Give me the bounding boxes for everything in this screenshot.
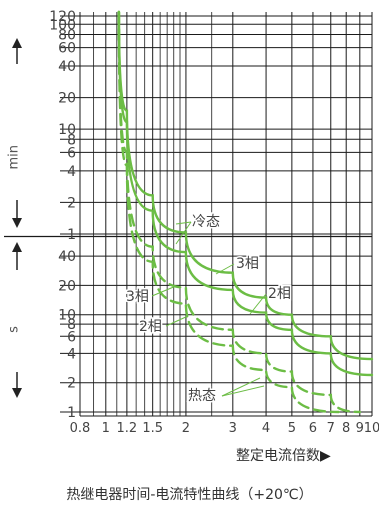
- upper-axis-unit-label: min: [6, 144, 22, 170]
- annotation-leader: [165, 315, 189, 327]
- upper-up-arrow-icon: [12, 38, 22, 48]
- x-tick-label: 1.5: [142, 421, 163, 436]
- annotation-label: 冷态: [192, 214, 220, 230]
- axis-labels: 0.8 1 1.2 1.5 2 3 4 5 6 7 8 9 1012468102040608010012…: [49, 9, 379, 436]
- annotation-label: 3相: [236, 256, 259, 272]
- x-tick-label: 0.8: [70, 421, 91, 436]
- y-tick-label-seconds: 40: [58, 249, 76, 265]
- upper-down-arrow-icon: [12, 218, 22, 228]
- y-tick-label-minutes: 2: [67, 195, 76, 211]
- annotation-leader: [249, 293, 267, 315]
- y-tick-label-minutes: 120: [49, 9, 76, 25]
- annotation-label: 3相: [126, 289, 149, 305]
- annotation-leader: [151, 285, 177, 297]
- x-tick-label: 8: [342, 421, 350, 436]
- y-tick-label-seconds: 1: [67, 405, 76, 421]
- curve-热态-2相: [117, 10, 340, 414]
- x-axis-title: 整定电流倍数▶: [236, 445, 331, 465]
- x-tick-label: 1: [102, 421, 110, 436]
- x-tick-label: 10: [364, 421, 379, 436]
- y-tick-label-seconds: 8: [67, 317, 76, 333]
- y-tick-label-minutes: 60: [58, 41, 76, 57]
- x-tick-label: 6: [309, 421, 317, 436]
- y-tick-label-minutes: 10: [58, 122, 76, 138]
- lower-up-arrow-icon: [12, 242, 22, 252]
- x-axis-arrow-icon: ▶: [320, 448, 331, 464]
- annotation-leader: [175, 221, 192, 245]
- lower-axis-unit-label: s: [6, 326, 22, 333]
- chart-title: 热继电器时间-电流特性曲线（+20℃）: [66, 487, 313, 503]
- x-tick-label: 5: [288, 421, 296, 436]
- y-tick-label-seconds: 20: [58, 278, 76, 294]
- annotation-leader: [175, 221, 192, 225]
- y-tick-label-minutes: 20: [58, 91, 76, 107]
- annotation-label: 热态: [188, 388, 216, 404]
- x-tick-label: 7: [327, 421, 335, 436]
- lower-down-arrow-icon: [12, 388, 22, 398]
- x-tick-label: 1.2: [117, 421, 138, 436]
- y-tick-label-minutes: 6: [67, 145, 76, 161]
- y-tick-label-minutes: 100: [49, 17, 76, 33]
- y-tick-label-seconds: 10: [58, 308, 76, 324]
- y-tick-label-minutes: 40: [58, 59, 76, 75]
- curve-冷态-2相: [117, 10, 374, 377]
- y-tick-label-seconds: 4: [67, 346, 76, 362]
- curve-冷态-3相: [117, 10, 374, 361]
- curve-group: [117, 10, 374, 414]
- x-tick-label: 9: [356, 421, 364, 436]
- x-axis-title-text: 整定电流倍数: [236, 448, 320, 464]
- annotation-leader: [215, 263, 235, 275]
- x-tick-label: 4: [262, 421, 270, 436]
- x-tick-label: 3: [229, 421, 237, 436]
- y-tick-label-seconds: 6: [67, 329, 76, 345]
- y-tick-label-minutes: 1: [67, 227, 76, 243]
- y-tick-label-minutes: 8: [67, 132, 76, 148]
- y-tick-label-minutes: 80: [58, 27, 76, 43]
- annotation-label: 2相: [268, 286, 291, 302]
- annotation-leader: [221, 377, 261, 397]
- annotation-leader: [221, 385, 265, 397]
- annotation-label: 2相: [139, 319, 162, 335]
- y-tick-label-minutes: 4: [67, 164, 76, 180]
- axis-arrows: [12, 38, 22, 398]
- y-tick-label-seconds: 2: [67, 376, 76, 392]
- x-tick-label: 2: [182, 421, 190, 436]
- curve-热态-3相: [117, 10, 361, 414]
